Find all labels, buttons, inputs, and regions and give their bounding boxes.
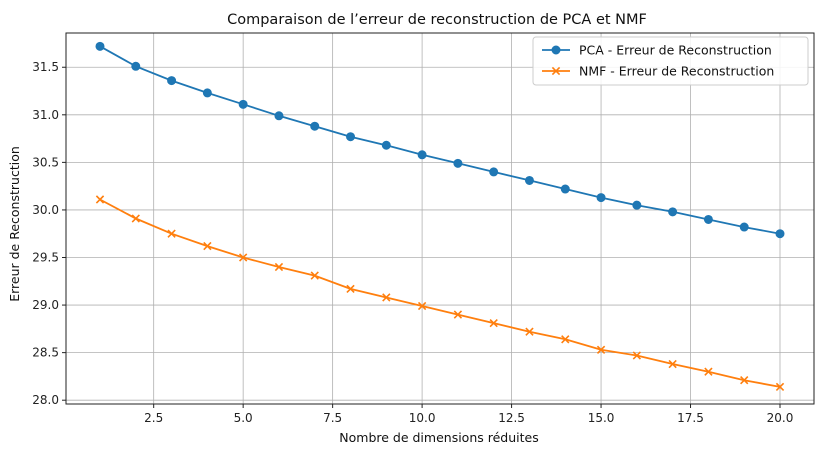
- data-point: [668, 207, 678, 217]
- legend-box: [532, 36, 809, 86]
- data-point: [632, 351, 642, 360]
- data-point: [167, 229, 176, 238]
- y-tick-label: 30.0: [32, 203, 59, 217]
- x-tick-label: 12.5: [498, 411, 525, 425]
- data-point: [310, 121, 320, 131]
- data-point: [632, 200, 642, 210]
- data-point: [95, 195, 105, 204]
- plot-area: [65, 32, 815, 405]
- y-tick-label: 28.0: [32, 393, 59, 407]
- data-point: [740, 376, 749, 385]
- chart-title: Comparaison de l’erreur de reconstructio…: [227, 12, 647, 28]
- data-point: [167, 76, 177, 86]
- data-point: [596, 345, 606, 354]
- data-point: [453, 158, 463, 168]
- y-axis-label: Erreur de Reconstruction: [7, 146, 22, 302]
- data-point: [238, 99, 248, 109]
- data-point: [775, 382, 785, 392]
- data-point: [95, 41, 105, 51]
- y-tick-label: 28.5: [32, 346, 59, 360]
- legend: PCA - Erreur de Reconstruction NMF - Erre…: [532, 36, 809, 86]
- data-point: [775, 229, 785, 239]
- legend-marker: [551, 66, 561, 76]
- legend-label: PCA - Erreur de Reconstruction: [579, 43, 772, 58]
- data-point: [561, 335, 570, 344]
- data-point: [131, 214, 140, 223]
- x-tick-label: 2.5: [144, 411, 163, 425]
- y-tick-label: 31.5: [32, 60, 59, 74]
- data-point: [274, 111, 284, 121]
- x-tick-label: 5.0: [234, 411, 253, 425]
- data-point: [381, 140, 391, 150]
- data-point: [346, 284, 355, 294]
- series-pca: [95, 41, 785, 239]
- legend-item: PCA - Erreur de Reconstruction: [542, 43, 772, 58]
- data-point: [346, 132, 356, 142]
- y-axis-ticks: 28.0 28.5 29.0 29.5 30.0 30.5 31.0 31.5: [32, 60, 66, 407]
- x-tick-label: 15.0: [588, 411, 615, 425]
- x-tick-label: 17.5: [677, 411, 704, 425]
- legend-item: NMF - Erreur de Reconstruction: [542, 64, 774, 79]
- data-point: [489, 318, 498, 328]
- data-point: [560, 184, 570, 194]
- data-point: [274, 262, 284, 272]
- series-nmf: [95, 195, 785, 392]
- data-point: [417, 301, 427, 311]
- data-point: [739, 222, 749, 232]
- data-point: [310, 271, 319, 280]
- grid: [66, 33, 814, 404]
- y-tick-label: 29.5: [32, 251, 59, 265]
- y-tick-label: 29.0: [32, 298, 59, 312]
- x-tick-label: 7.5: [323, 411, 342, 425]
- x-tick-label: 10.0: [409, 411, 436, 425]
- data-point: [668, 359, 677, 369]
- x-tick-label: 20.0: [767, 411, 794, 425]
- data-point: [238, 253, 248, 262]
- data-point: [453, 310, 463, 319]
- x-axis-label: Nombre de dimensions réduites: [339, 430, 538, 445]
- data-point: [203, 241, 212, 251]
- data-point: [417, 150, 427, 160]
- x-axis-ticks: 2.5 5.0 7.5 10.0 12.5 15.0 17.5 20.0: [144, 404, 793, 425]
- data-point: [525, 327, 534, 336]
- legend-label: NMF - Erreur de Reconstruction: [579, 64, 774, 79]
- data-point: [489, 167, 499, 177]
- series-line: [99, 45, 781, 235]
- data-point: [703, 214, 713, 224]
- series-line: [99, 198, 781, 388]
- data-point: [704, 367, 713, 376]
- legend-marker: [551, 45, 561, 55]
- data-point: [524, 175, 534, 185]
- y-tick-label: 30.5: [32, 155, 59, 169]
- data-point: [596, 193, 606, 203]
- data-point: [131, 61, 141, 71]
- series-group: [95, 41, 785, 392]
- data-point: [202, 88, 212, 98]
- data-point: [382, 293, 391, 302]
- y-tick-label: 31.0: [32, 108, 59, 122]
